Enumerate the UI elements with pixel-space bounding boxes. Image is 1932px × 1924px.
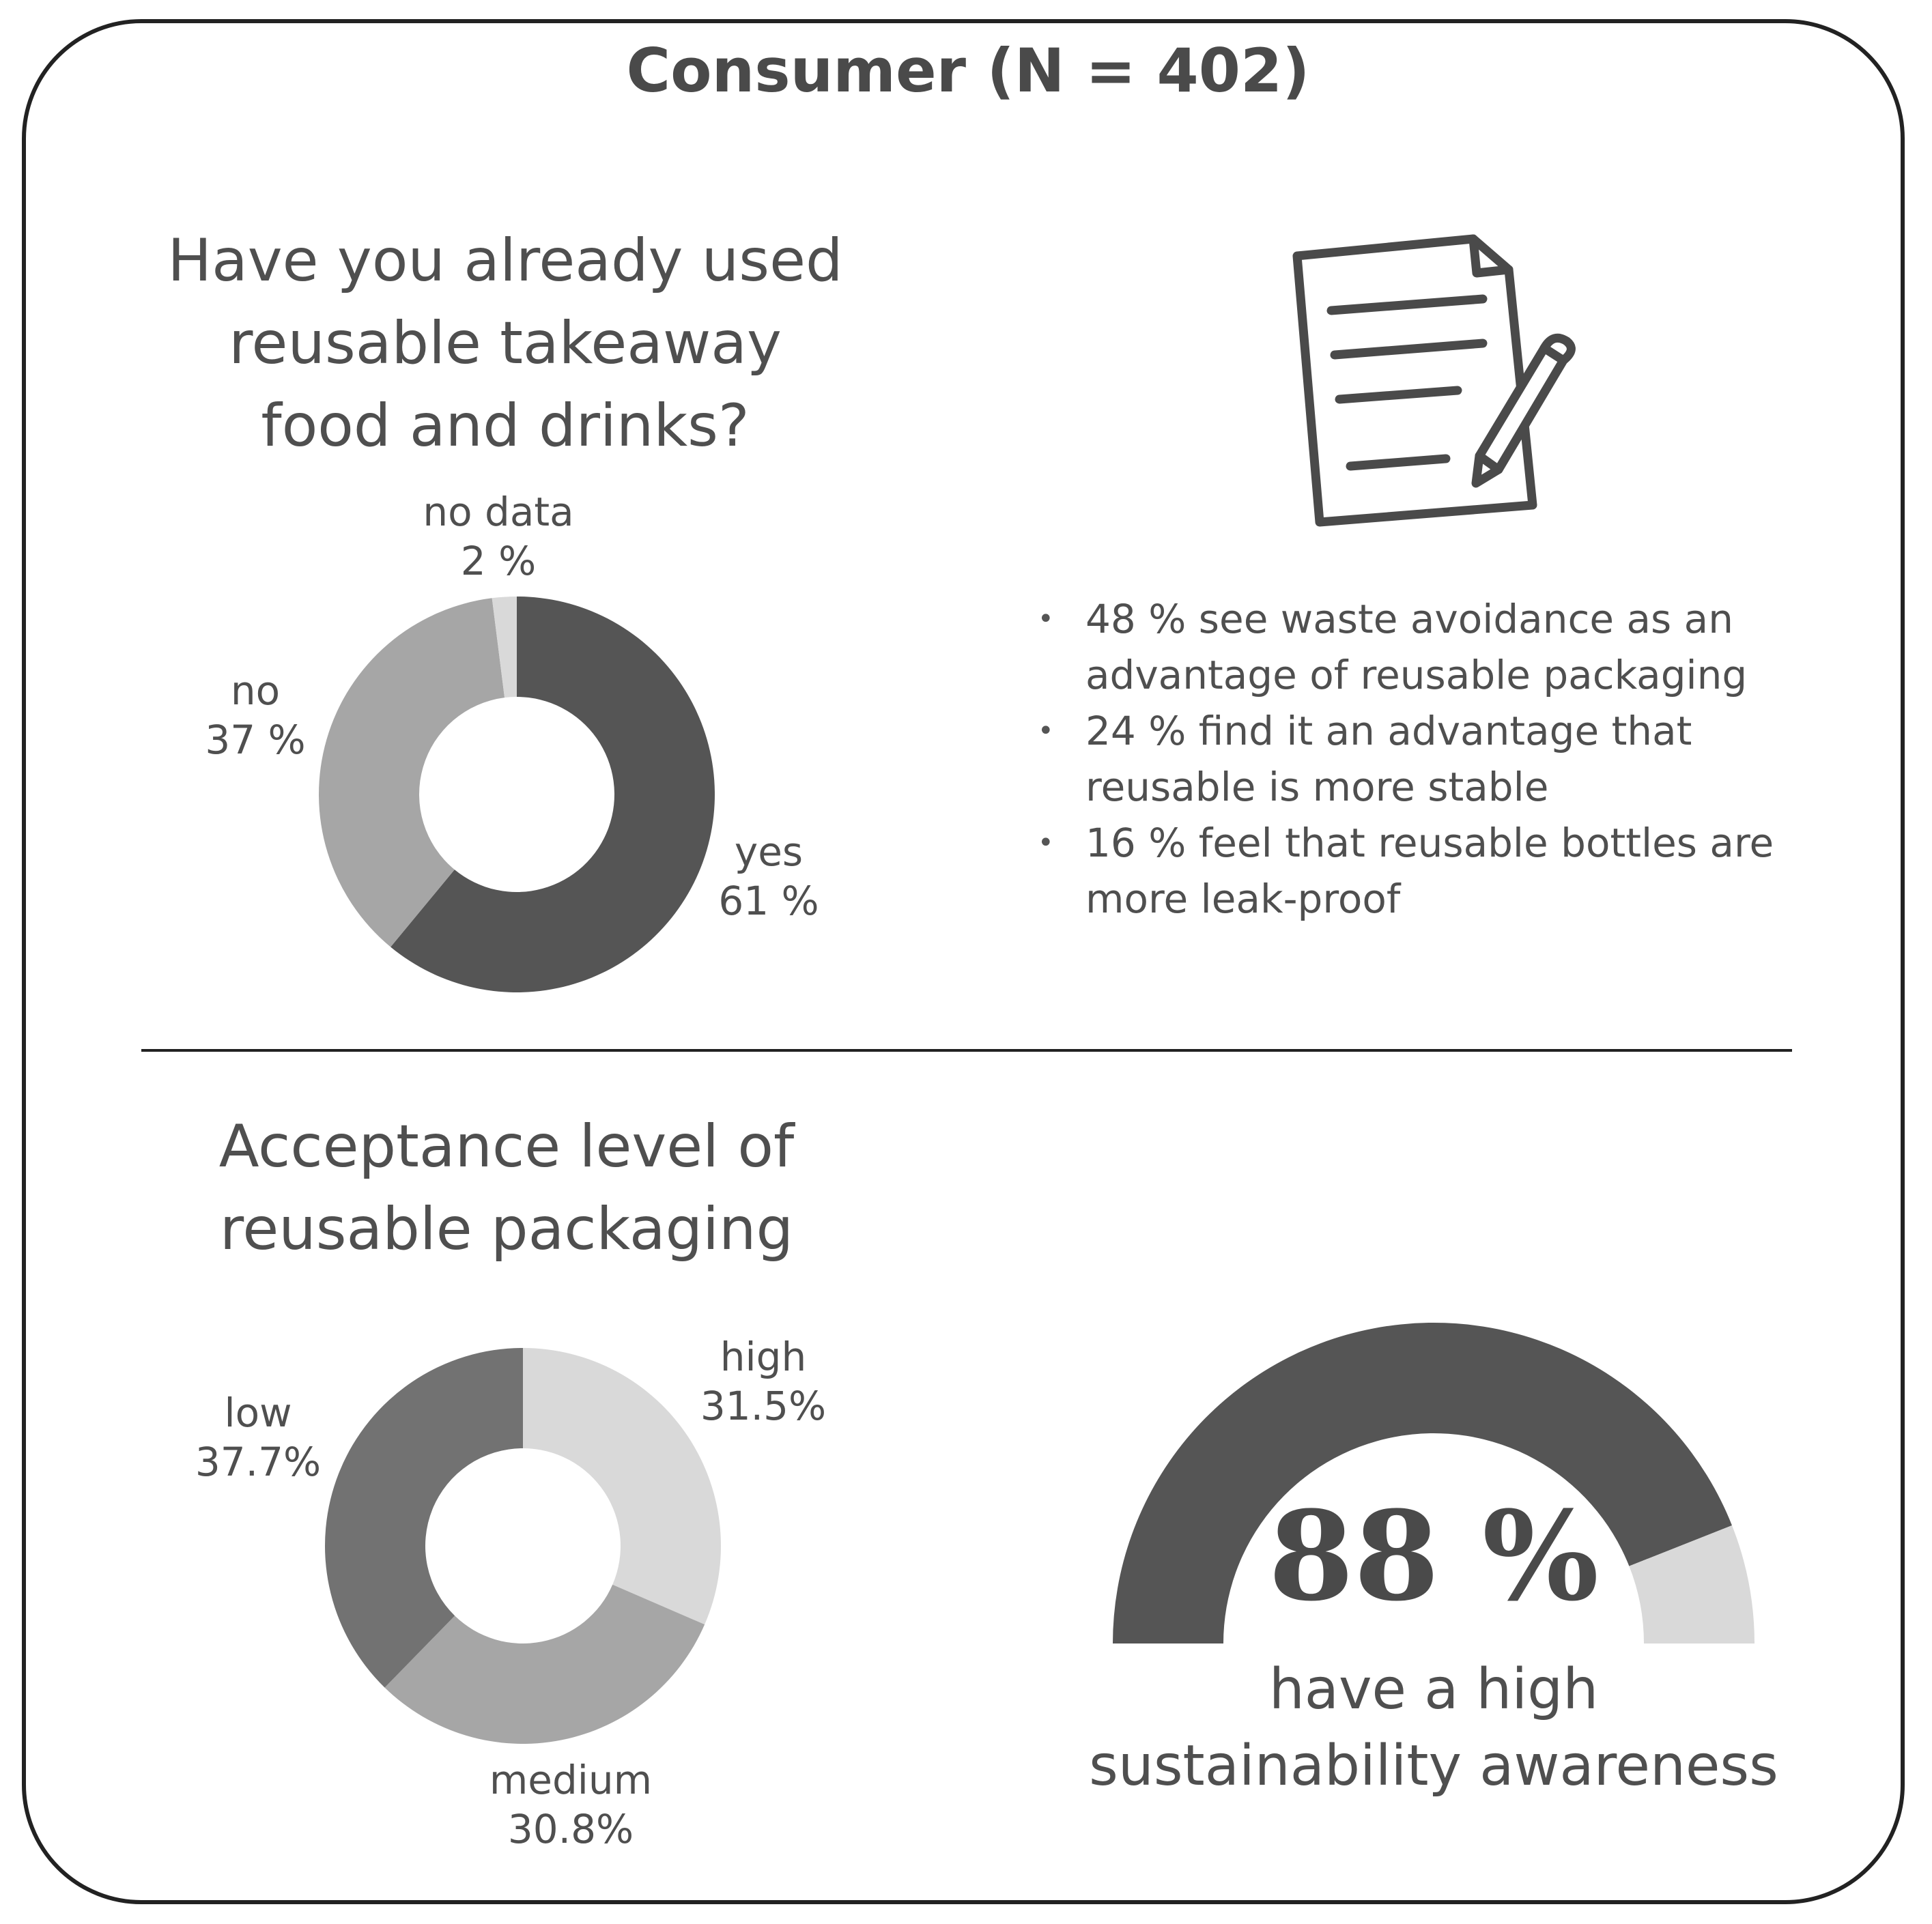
label-yes: yes 61 % <box>718 827 819 925</box>
question-2-title-line: Acceptance level of <box>218 1112 795 1181</box>
slice-high <box>523 1348 721 1625</box>
label-low-name: low <box>224 1390 292 1436</box>
gauge-value: 88 % <box>1268 1484 1600 1628</box>
infographic-frame <box>22 19 1905 1904</box>
question-2-title-line: reusable packaging <box>219 1195 794 1263</box>
bullet-line: advantage of reusable packaging <box>1085 652 1748 698</box>
bullet-item: 16 % feel that reusable bottles are more… <box>1038 815 1877 927</box>
label-no-data-value: 2 % <box>460 538 537 584</box>
slice-no-data <box>492 597 517 698</box>
label-no-name: no <box>230 667 281 714</box>
gauge-caption-line: sustainability awareness <box>1089 1734 1778 1798</box>
label-yes-name: yes <box>734 829 804 875</box>
label-low-value: 37.7% <box>195 1439 322 1485</box>
label-no-value: 37 % <box>205 717 306 763</box>
question-1-title-line: food and drinks? <box>261 392 750 460</box>
bullet-list: 48 % see waste avoidance as an advantage… <box>1038 591 1877 927</box>
label-no-data-name: no data <box>423 489 574 535</box>
label-high: high 31.5% <box>700 1332 826 1431</box>
bullet-line: more leak-proof <box>1085 876 1401 922</box>
question-1-title-line: reusable takeaway <box>229 309 782 377</box>
bullet-line: 48 % see waste avoidance as an <box>1085 596 1733 642</box>
label-no-data: no data 2 % <box>423 487 573 586</box>
main-title: Consumer (N = 402) <box>626 35 1310 106</box>
label-high-value: 31.5% <box>700 1383 827 1429</box>
bullet-line: 16 % feel that reusable bottles are <box>1085 820 1774 866</box>
gauge-caption: have a high sustainability awareness <box>1089 1652 1778 1805</box>
slice-no <box>318 598 505 947</box>
question-1-title-line: Have you already used <box>167 227 843 295</box>
slice-yes <box>390 597 715 992</box>
question-1-title: Have you already used reusable takeaway … <box>167 220 842 468</box>
donut-chart-acceptance <box>325 1348 721 1744</box>
label-high-name: high <box>720 1334 807 1380</box>
bullet-line: 24 % find it an advantage that <box>1085 708 1692 754</box>
gauge-filled-arc <box>1113 1322 1732 1643</box>
bullet-line: reusable is more stable <box>1085 764 1549 810</box>
bullet-item: 24 % find it an advantage that reusable … <box>1038 703 1877 815</box>
sustainability-gauge <box>1113 1322 1755 1643</box>
question-2-title: Acceptance level of reusable packaging <box>219 1106 795 1271</box>
label-medium: medium 30.8% <box>489 1755 652 1854</box>
document-with-pencil-icon <box>1292 234 1576 527</box>
label-no: no 37 % <box>205 666 305 764</box>
label-medium-value: 30.8% <box>507 1806 634 1852</box>
bullet-item: 48 % see waste avoidance as an advantage… <box>1038 591 1877 703</box>
label-yes-value: 61 % <box>718 878 819 924</box>
gauge-caption-line: have a high <box>1268 1657 1599 1722</box>
donut-chart-usage <box>318 597 715 992</box>
label-medium-name: medium <box>489 1757 653 1803</box>
section-divider <box>141 1049 1792 1052</box>
label-low: low 37.7% <box>195 1388 321 1487</box>
slice-medium <box>384 1584 705 1744</box>
gauge-remaining-arc <box>1629 1525 1755 1643</box>
slice-low <box>325 1348 523 1688</box>
